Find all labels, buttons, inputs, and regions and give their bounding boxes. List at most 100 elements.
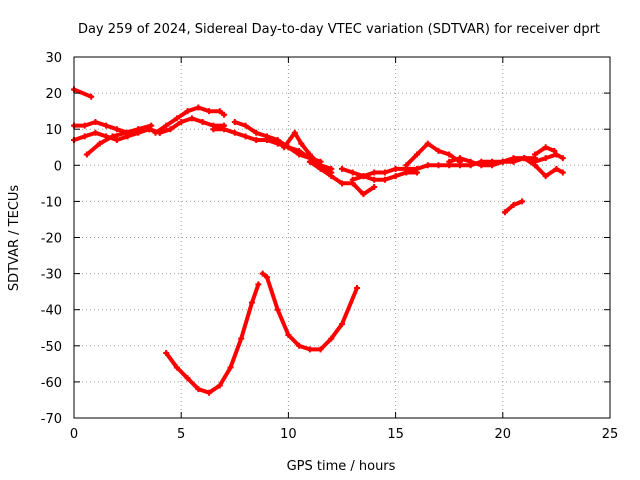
data-point — [242, 122, 249, 129]
data-point — [81, 133, 88, 140]
data-point — [195, 104, 202, 111]
data-point — [381, 169, 388, 176]
data-point — [242, 133, 249, 140]
data-point — [521, 155, 528, 162]
axis-ticks: 0 5 10 15 20 25 -70 -60 -50 -40 -30 -20 -10 0 10 20 30 — [41, 51, 619, 442]
data-point — [542, 155, 549, 162]
data-point — [184, 108, 191, 115]
data-point — [424, 162, 431, 169]
series-line — [164, 282, 261, 395]
data-point — [113, 126, 120, 133]
data-point — [510, 158, 517, 165]
series-track-g — [210, 126, 324, 165]
y-tick-label: 0 — [54, 159, 62, 174]
series-track-d — [83, 122, 155, 158]
y-axis-label: SDTVAR / TECUs — [7, 185, 22, 292]
data-point — [221, 126, 228, 133]
data-point — [227, 364, 234, 371]
data-point — [371, 176, 378, 183]
y-tick-label: -10 — [41, 195, 62, 210]
data-point — [296, 151, 303, 158]
data-point — [542, 173, 549, 180]
series-track-r — [259, 270, 361, 353]
data-point — [83, 151, 90, 158]
chart-title: Day 259 of 2024, Sidereal Day-to-day VTE… — [78, 22, 600, 37]
data-point — [274, 140, 281, 147]
data-point — [263, 137, 270, 144]
data-point — [122, 129, 129, 136]
data-point — [148, 122, 155, 129]
data-point — [435, 147, 442, 154]
data-point — [210, 126, 217, 133]
y-tick-label: -40 — [41, 304, 62, 319]
x-axis-label: GPS time / hours — [287, 459, 396, 474]
data-point — [360, 191, 367, 198]
data-point — [446, 151, 453, 158]
data-point — [184, 375, 191, 382]
data-point — [92, 118, 99, 125]
y-tick-label: -50 — [41, 340, 62, 355]
data-point — [553, 165, 560, 172]
data-point — [392, 165, 399, 172]
data-point — [206, 389, 213, 396]
data-point — [414, 165, 421, 172]
data-point — [360, 173, 367, 180]
data-point — [317, 346, 324, 353]
data-point — [339, 165, 345, 172]
series-track-l — [403, 140, 463, 169]
data-point — [124, 133, 131, 140]
data-point — [381, 176, 388, 183]
data-point — [298, 140, 305, 147]
y-tick-label: -60 — [41, 376, 62, 391]
series-track-p — [501, 198, 526, 216]
data-point — [231, 118, 238, 125]
data-point — [291, 129, 298, 136]
data-point — [349, 176, 356, 183]
y-tick-label: -70 — [41, 412, 62, 427]
series-track-i — [306, 158, 378, 198]
data-point — [553, 151, 560, 158]
data-point — [446, 158, 453, 165]
data-point — [238, 335, 245, 342]
data-point — [92, 129, 99, 136]
series-track-o — [531, 144, 558, 158]
data-point — [456, 155, 463, 162]
data-point — [328, 173, 335, 180]
data-point — [96, 140, 103, 147]
data-point — [559, 169, 566, 176]
data-point — [88, 93, 95, 100]
data-point — [435, 162, 442, 169]
data-point — [255, 281, 262, 288]
y-tick-label: -30 — [41, 268, 62, 283]
data-point — [167, 126, 174, 133]
data-point — [199, 118, 206, 125]
x-tick-label: 5 — [177, 427, 185, 442]
data-point — [253, 137, 260, 144]
data-point — [178, 118, 185, 125]
data-point — [195, 386, 202, 393]
data-point — [173, 115, 180, 122]
x-tick-label: 15 — [387, 427, 404, 442]
data-point — [519, 198, 526, 205]
data-point — [489, 162, 496, 169]
data-point — [478, 162, 485, 169]
data-point — [403, 162, 410, 169]
data-point — [231, 129, 238, 136]
data-point — [103, 122, 110, 129]
grid — [74, 57, 610, 418]
series-track-q — [163, 281, 262, 396]
data-point — [163, 350, 170, 357]
data-point — [109, 133, 116, 140]
data-point — [274, 306, 281, 313]
data-point — [551, 147, 558, 154]
data-point — [354, 285, 361, 292]
data-point — [81, 122, 88, 129]
data-point — [339, 321, 345, 328]
data-point — [424, 140, 431, 147]
data-point — [263, 274, 270, 281]
data-point — [531, 151, 538, 158]
data-point — [501, 209, 508, 216]
data-point — [188, 115, 195, 122]
data-point — [113, 137, 120, 144]
